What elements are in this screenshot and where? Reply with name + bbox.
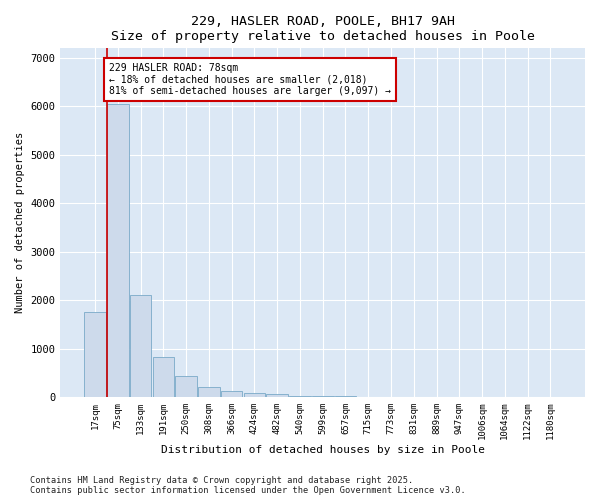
Bar — [130, 296, 151, 397]
Bar — [289, 396, 311, 397]
Text: Contains HM Land Registry data © Crown copyright and database right 2025.
Contai: Contains HM Land Registry data © Crown c… — [30, 476, 466, 495]
Bar — [198, 388, 220, 397]
X-axis label: Distribution of detached houses by size in Poole: Distribution of detached houses by size … — [161, 445, 485, 455]
Bar — [244, 393, 265, 397]
Bar — [107, 104, 128, 397]
Bar — [175, 376, 197, 397]
Bar — [312, 396, 334, 397]
Y-axis label: Number of detached properties: Number of detached properties — [15, 132, 25, 314]
Title: 229, HASLER ROAD, POOLE, BH17 9AH
Size of property relative to detached houses i: 229, HASLER ROAD, POOLE, BH17 9AH Size o… — [111, 15, 535, 43]
Bar — [221, 391, 242, 397]
Text: 229 HASLER ROAD: 78sqm
← 18% of detached houses are smaller (2,018)
81% of semi-: 229 HASLER ROAD: 78sqm ← 18% of detached… — [109, 63, 391, 96]
Bar — [152, 358, 174, 397]
Bar — [84, 312, 106, 397]
Bar — [266, 394, 288, 397]
